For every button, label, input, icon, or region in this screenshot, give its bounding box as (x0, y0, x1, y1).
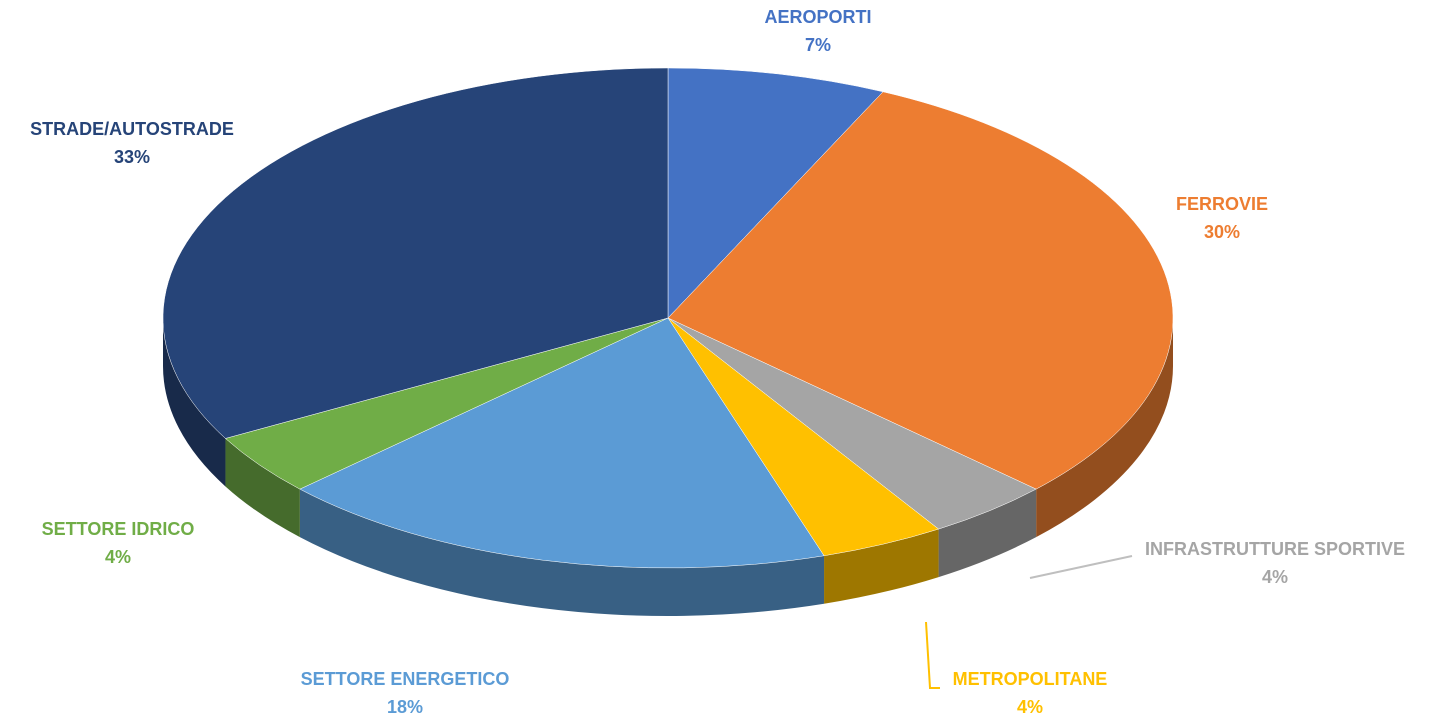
slice (667, 91, 1174, 490)
value-label: 4% (1262, 567, 1288, 587)
slice-side (225, 438, 300, 538)
value-label: 7% (805, 35, 831, 55)
value-label: 18% (387, 697, 423, 717)
category-label: INFRASTRUTTURE SPORTIVE (1145, 539, 1405, 559)
slice-side (1036, 318, 1173, 538)
leader-line (925, 621, 940, 689)
slice-side (938, 489, 1037, 578)
category-label: SETTORE IDRICO (42, 519, 195, 539)
slice-side (163, 318, 226, 487)
value-label: 4% (1017, 697, 1043, 717)
labels: AEROPORTI 7% FERROVIE 30% INFRASTRUTTURE SPO… (30, 7, 1405, 717)
category-label: STRADE/AUTOSTRADE (30, 119, 234, 139)
slice-side (299, 489, 825, 616)
slice (299, 317, 825, 569)
slice (667, 67, 884, 319)
value-label: 30% (1204, 222, 1240, 242)
category-label: SETTORE ENERGETICO (301, 669, 510, 689)
pie (162, 67, 1174, 616)
slice (162, 67, 669, 439)
slice-side (824, 529, 939, 604)
category-label: METROPOLITANE (953, 669, 1108, 689)
category-label: AEROPORTI (764, 7, 871, 27)
leader-line (1029, 555, 1133, 579)
category-label: FERROVIE (1176, 194, 1268, 214)
value-label: 33% (114, 147, 150, 167)
value-label: 4% (105, 547, 131, 567)
